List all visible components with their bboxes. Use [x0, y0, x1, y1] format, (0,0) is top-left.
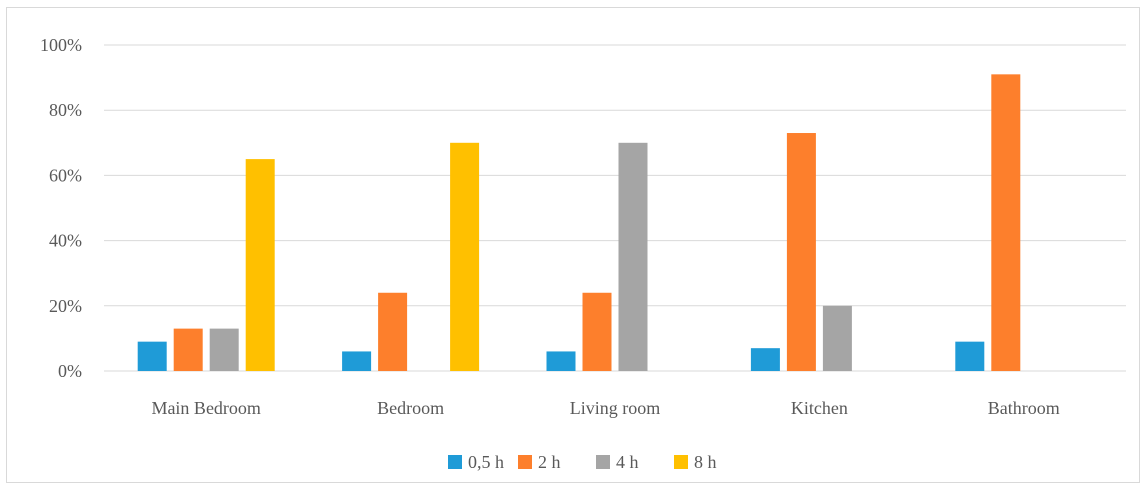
- legend-swatch: [448, 455, 462, 469]
- bar-2-0: [546, 351, 576, 371]
- bar-2-1: [582, 292, 612, 371]
- legend: 0,5 h 2 h 4 h 8 h: [448, 452, 717, 472]
- bar-0-0: [137, 341, 167, 371]
- bars: [137, 74, 1021, 371]
- y-tick-label: 100%: [40, 35, 82, 55]
- x-tick-label: Bathroom: [988, 398, 1060, 418]
- legend-label: 2 h: [538, 452, 561, 472]
- y-tick-label: 80%: [49, 100, 82, 120]
- x-tick-label: Bedroom: [377, 398, 444, 418]
- y-tick-label: 20%: [49, 296, 82, 316]
- chart-frame: [6, 7, 1140, 483]
- y-axis-tick-labels: 0% 20% 40% 60% 80% 100%: [40, 35, 82, 381]
- bar-4-0: [955, 341, 985, 371]
- bar-0-1: [173, 328, 203, 371]
- bar-0-3: [245, 159, 275, 371]
- bar-0-2: [209, 328, 239, 371]
- x-axis-tick-labels: Main Bedroom Bedroom Living room Kitchen Bat…: [151, 398, 1059, 418]
- legend-label: 0,5 h: [468, 452, 504, 472]
- bar-3-1: [786, 133, 816, 371]
- x-tick-label: Kitchen: [791, 398, 848, 418]
- y-tick-label: 40%: [49, 231, 82, 251]
- bar-1-3: [450, 142, 480, 371]
- y-tick-label: 0%: [58, 361, 82, 381]
- bar-3-0: [750, 348, 780, 371]
- bar-2-2: [618, 142, 648, 371]
- y-tick-label: 60%: [49, 165, 82, 185]
- legend-swatch: [674, 455, 688, 469]
- legend-swatch: [518, 455, 532, 469]
- x-tick-label: Main Bedroom: [151, 398, 261, 418]
- bar-3-2: [822, 305, 852, 371]
- bar-1-0: [342, 351, 372, 371]
- bar-4-1: [991, 74, 1021, 371]
- legend-label: 8 h: [694, 452, 717, 472]
- bar-1-1: [378, 292, 408, 371]
- x-tick-label: Living room: [570, 398, 661, 418]
- legend-swatch: [596, 455, 610, 469]
- legend-label: 4 h: [616, 452, 639, 472]
